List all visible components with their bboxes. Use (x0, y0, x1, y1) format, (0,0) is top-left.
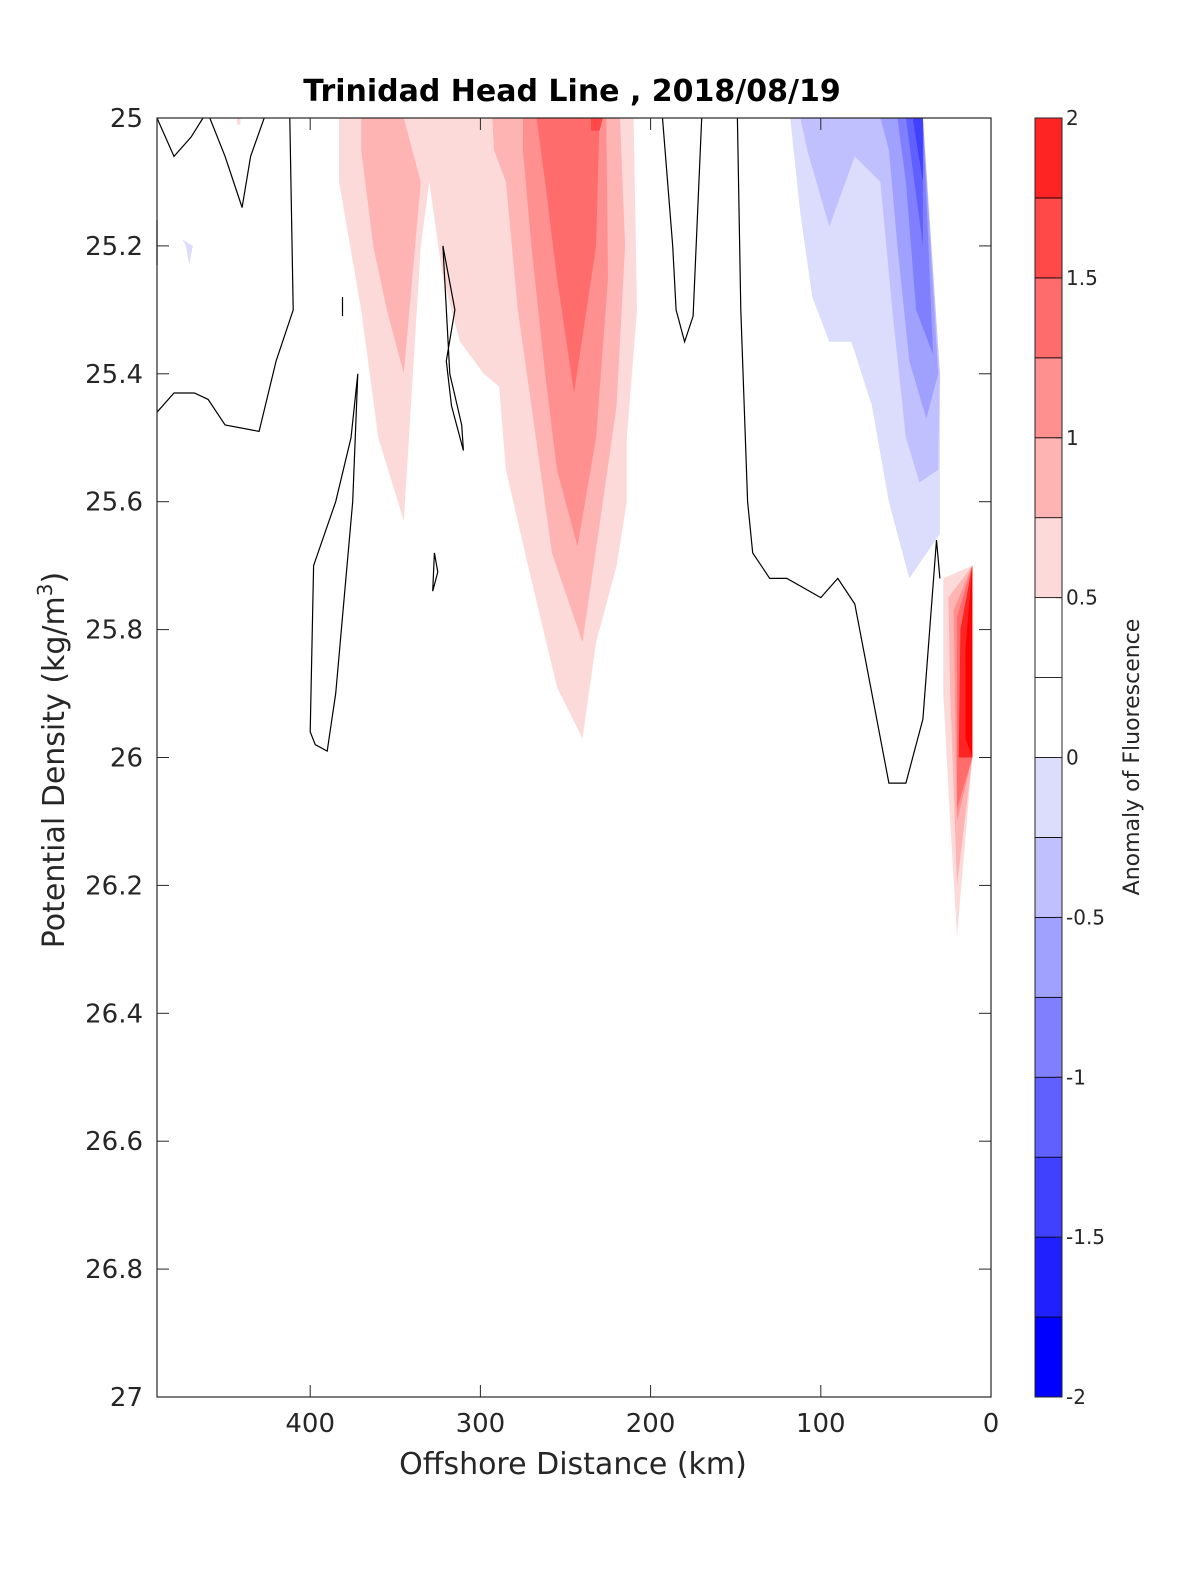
y-tick-label: 27 (110, 1383, 143, 1413)
y-tick-label: 26.4 (85, 999, 143, 1029)
colorbar: 2 1.5 1 0.5 0 -0.5 -1 -1.5 -2 (1034, 106, 1105, 1409)
colorbar-tick-label: 1 (1066, 426, 1079, 450)
filled-contour-9 (897, 118, 934, 355)
colorbar-band (1034, 1316, 1063, 1398)
colorbar-band (1034, 1156, 1063, 1238)
x-tick-label: 100 (796, 1409, 846, 1439)
colorbar-band (1034, 916, 1063, 998)
x-tick-label: 300 (456, 1409, 506, 1439)
contour-line-4 (309, 373, 359, 753)
y-tick-label: 25.2 (85, 232, 143, 262)
colorbar-tick-label: -1.5 (1066, 1225, 1105, 1249)
filled-contour-1 (361, 118, 421, 374)
colorbar-band (1034, 277, 1063, 359)
x-tick-label: 400 (285, 1409, 335, 1439)
filled-contours (182, 118, 973, 937)
colorbar-tick-label: -0.5 (1066, 905, 1105, 929)
colorbar-band (1034, 357, 1063, 439)
contour-line-6 (432, 552, 439, 592)
y-axis-label-main: Potential Density (kg/m (37, 596, 72, 948)
filled-contour-11 (912, 118, 923, 182)
y-axis-ticks: 25 25.2 25.4 25.6 25.8 26 26.2 26.4 26.6 26.8 27 (85, 104, 991, 1413)
colorbar-band (1034, 757, 1063, 838)
y-tick-label: 25.4 (85, 360, 143, 390)
colorbar-band (1034, 517, 1063, 599)
x-tick-label: 0 (983, 1409, 1000, 1439)
y-tick-label: 26.2 (85, 871, 143, 901)
filled-contour-18 (182, 239, 193, 266)
colorbar-tick-label: -1 (1066, 1065, 1086, 1089)
contour-line-1 (156, 117, 294, 433)
colorbar-band (1034, 117, 1063, 199)
colorbar-band (1034, 197, 1063, 279)
colorbar-tick-label: -2 (1066, 1385, 1086, 1409)
x-axis-ticks: 400 300 200 100 0 (285, 118, 999, 1439)
y-tick-label: 26 (110, 744, 143, 774)
colorbar-band (1034, 437, 1063, 519)
y-axis-label: Potential Density (kg/m3) (33, 572, 72, 948)
filled-contour-19 (237, 118, 241, 125)
colorbar-band (1034, 1076, 1063, 1158)
y-tick-label: 25 (110, 104, 143, 134)
plot-area: 400 300 200 100 0 25 25.2 25.4 25.6 25.8 26 26.2 26… (85, 104, 999, 1439)
x-tick-label: 200 (626, 1409, 676, 1439)
y-tick-label: 26.6 (85, 1127, 143, 1157)
y-tick-label: 26.8 (85, 1255, 143, 1285)
colorbar-tick-label: 0 (1066, 746, 1079, 770)
y-axis-label-superscript: 3 (33, 583, 57, 596)
colorbar-band (1034, 1236, 1063, 1318)
colorbar-band (1034, 597, 1063, 678)
contour-lines (156, 117, 941, 784)
filled-contour-4 (536, 118, 600, 393)
y-tick-label: 25.8 (85, 616, 143, 646)
colorbar-band (1034, 677, 1063, 758)
filled-contour-5 (591, 118, 603, 131)
colorbar-band (1034, 996, 1063, 1078)
filled-contour-17 (965, 565, 973, 758)
contour-line-9 (736, 117, 941, 784)
colorbar-label: Anomaly of Fluorescence (1120, 619, 1145, 896)
contour-line-7 (442, 245, 464, 451)
colorbar-ticks: 2 1.5 1 0.5 0 -0.5 -1 -1.5 -2 (1056, 106, 1105, 1409)
y-axis-label-suffix: ) (37, 572, 72, 584)
contour-line-3 (209, 117, 265, 208)
colorbar-band (1034, 837, 1063, 918)
contour-line-8 (661, 117, 703, 344)
colorbar-tick-label: 0.5 (1066, 586, 1098, 610)
colorbar-tick-label: 1.5 (1066, 266, 1098, 290)
y-tick-label: 25.6 (85, 488, 143, 518)
contour-line-2 (156, 117, 204, 158)
colorbar-tick-label: 2 (1066, 106, 1079, 130)
chart-title: Trinidad Head Line , 2018/08/19 (303, 74, 840, 109)
x-axis-label: Offshore Distance (km) (399, 1447, 747, 1482)
